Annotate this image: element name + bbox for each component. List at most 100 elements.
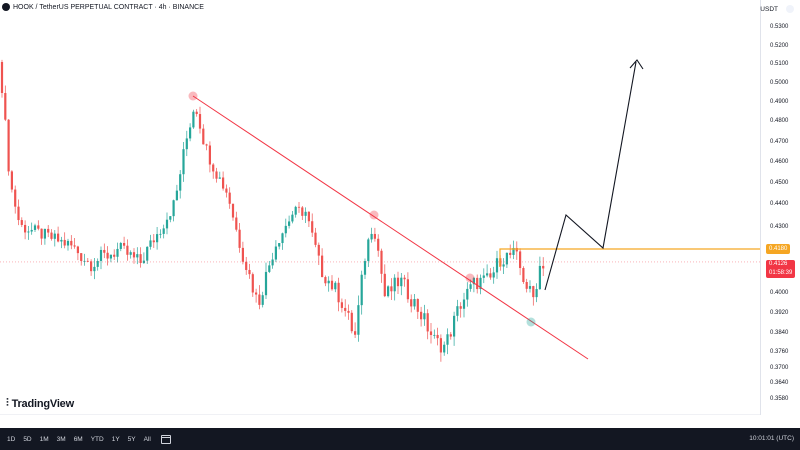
y-tick-label: 0.5300 xyxy=(770,24,789,30)
candle-body xyxy=(30,229,33,232)
candle-body xyxy=(291,214,294,222)
candlestick-chart[interactable]: 0.5300 0.5200 0.5100 0.5000 0.4900 0.4800 0.47… xyxy=(0,0,800,415)
candle-body xyxy=(119,242,122,249)
candle-body xyxy=(462,299,466,309)
candle-body xyxy=(40,228,43,239)
y-tick-label: 0.3760 xyxy=(770,349,789,355)
candle-body xyxy=(433,334,436,336)
candle-body xyxy=(205,144,208,146)
timeframe-list: 1D 5D 1M 3M 6M YTD 1Y 5Y All xyxy=(7,436,151,443)
candle-body xyxy=(96,260,99,267)
candle-body xyxy=(509,252,512,255)
candle-body xyxy=(50,232,53,239)
timeframe-6m[interactable]: 6M xyxy=(73,435,83,443)
candle-body xyxy=(486,273,489,276)
candle-body xyxy=(278,243,281,247)
candle-body xyxy=(370,233,373,240)
candle-body xyxy=(142,260,145,263)
settings-icon[interactable] xyxy=(786,5,794,13)
candle-body xyxy=(66,240,70,246)
tradingview-mark-icon: ⫶ xyxy=(6,397,9,409)
y-tick-label: 0.4300 xyxy=(770,224,789,230)
candle-body xyxy=(10,171,13,190)
y-tick-label: 0.4000 xyxy=(770,290,789,296)
projection-arrowhead xyxy=(629,59,644,70)
y-tick-label: 0.3920 xyxy=(770,310,789,316)
timeframe-3m[interactable]: 3M xyxy=(56,435,66,443)
candle-body xyxy=(60,239,63,242)
candle-body xyxy=(169,216,172,220)
candle-body xyxy=(17,206,20,221)
timeframe-5d[interactable]: 5D xyxy=(23,435,32,443)
candle-body xyxy=(426,313,429,332)
candle-body xyxy=(129,252,132,255)
candle-body xyxy=(274,246,277,260)
candle-body xyxy=(410,299,413,307)
candle-body xyxy=(532,286,535,298)
candle-body xyxy=(212,164,215,172)
candle-body xyxy=(334,282,337,290)
candle-body xyxy=(103,249,106,253)
y-tick-label: 0.4900 xyxy=(770,99,789,105)
timeframe-ytd[interactable]: YTD xyxy=(90,435,104,443)
timeframe-1m[interactable]: 1M xyxy=(39,435,49,443)
candle-body xyxy=(469,284,472,289)
candle-body xyxy=(472,277,475,285)
candle-body xyxy=(70,240,73,246)
bottom-toolbar: 1D 5D 1M 3M 6M YTD 1Y 5Y All 10:01:01 (UTC) xyxy=(0,428,800,450)
candle-body xyxy=(245,261,248,270)
candle-body xyxy=(189,127,192,139)
candle-body xyxy=(20,220,23,225)
candle-body xyxy=(387,286,390,297)
chart-title-bar: HOOK / TetherUS PERPETUAL CONTRACT · 4h … xyxy=(2,3,204,11)
chart-title: HOOK / TetherUS PERPETUAL CONTRACT · 4h … xyxy=(13,3,204,11)
candle-body xyxy=(360,274,363,306)
candle-body xyxy=(43,228,46,239)
candle-body xyxy=(429,331,433,336)
chart-area[interactable]: 0.5300 0.5200 0.5100 0.5000 0.4900 0.4800 0.47… xyxy=(0,0,789,415)
resistance-line xyxy=(499,248,760,267)
candle-body xyxy=(139,254,142,263)
candle-body xyxy=(321,255,324,278)
timeframe-1d[interactable]: 1D xyxy=(7,435,16,443)
price-axis[interactable] xyxy=(760,0,800,415)
trendline-touch-marker xyxy=(369,210,379,220)
candle-body xyxy=(449,334,452,337)
candle-body xyxy=(446,334,449,345)
candle-body xyxy=(156,234,159,243)
candle-body xyxy=(393,277,396,292)
candle-body xyxy=(228,192,231,204)
candle-body xyxy=(73,245,76,247)
candle-body xyxy=(182,149,185,175)
candle-body xyxy=(354,331,357,335)
candle-body xyxy=(86,260,89,262)
candle-body xyxy=(185,138,188,150)
candle-body xyxy=(76,246,79,254)
candle-body xyxy=(255,292,258,295)
timeframe-all[interactable]: All xyxy=(143,435,151,443)
timeframe-5y[interactable]: 5Y xyxy=(127,435,136,443)
candle-body xyxy=(123,242,126,246)
currency-label[interactable]: USDT xyxy=(760,6,778,13)
y-tick-label: 0.3640 xyxy=(770,380,789,386)
candle-body xyxy=(423,313,426,320)
candle-body xyxy=(495,258,499,273)
candle-body xyxy=(314,232,317,245)
candle-body xyxy=(515,247,518,252)
candle-body xyxy=(90,261,93,272)
candle-body xyxy=(271,259,274,266)
candle-body xyxy=(195,111,198,115)
candle-body xyxy=(330,280,334,290)
calendar-icon[interactable] xyxy=(160,434,171,444)
utc-clock[interactable]: 10:01:01 (UTC) xyxy=(749,435,794,442)
candle-body xyxy=(136,254,139,258)
candle-body xyxy=(439,338,442,353)
candle-body xyxy=(106,252,109,259)
candle-body xyxy=(357,305,360,335)
candle-body xyxy=(53,233,56,239)
candle-body xyxy=(535,289,538,298)
candle-body xyxy=(175,190,178,201)
candle-body xyxy=(4,93,7,120)
timeframe-1y[interactable]: 1Y xyxy=(111,435,120,443)
candle-body xyxy=(307,211,310,222)
